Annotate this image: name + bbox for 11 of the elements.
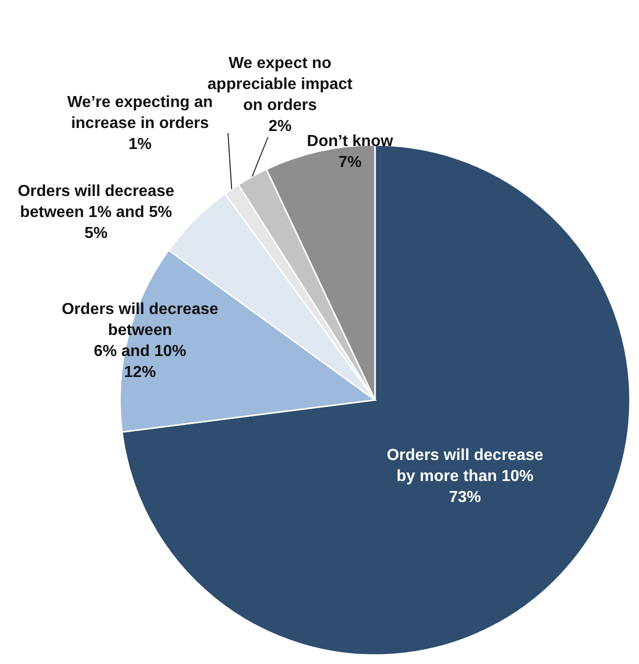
data-label: 5% <box>84 225 108 242</box>
slice-label: Don’t know <box>306 133 394 150</box>
data-label: 12% <box>124 364 156 381</box>
slice-label: Orders will decrease between 6% and 10% <box>62 301 218 360</box>
slice-label: Orders will decrease by more than 10% <box>386 447 544 485</box>
slice-label: Orders will decrease between 1% and 5% <box>18 183 174 221</box>
data-label: 73% <box>448 489 482 506</box>
slice-label: We’re expecting an increase in orders <box>67 94 213 132</box>
data-label: 7% <box>338 154 362 171</box>
data-label: 1% <box>128 136 152 153</box>
data-label: 2% <box>268 118 292 135</box>
